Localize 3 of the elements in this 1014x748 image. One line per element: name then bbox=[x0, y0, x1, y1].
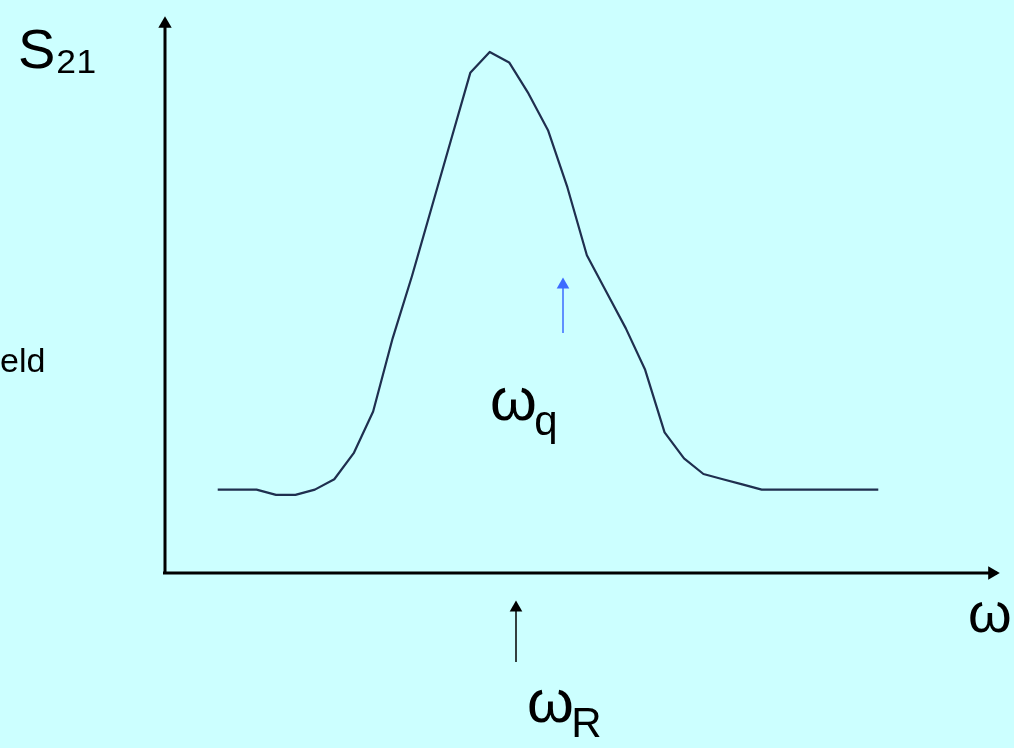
x-axis-title: ω bbox=[968, 581, 1012, 644]
text: eld bbox=[0, 341, 46, 379]
y-axis-title: S₂₁ bbox=[18, 17, 96, 80]
